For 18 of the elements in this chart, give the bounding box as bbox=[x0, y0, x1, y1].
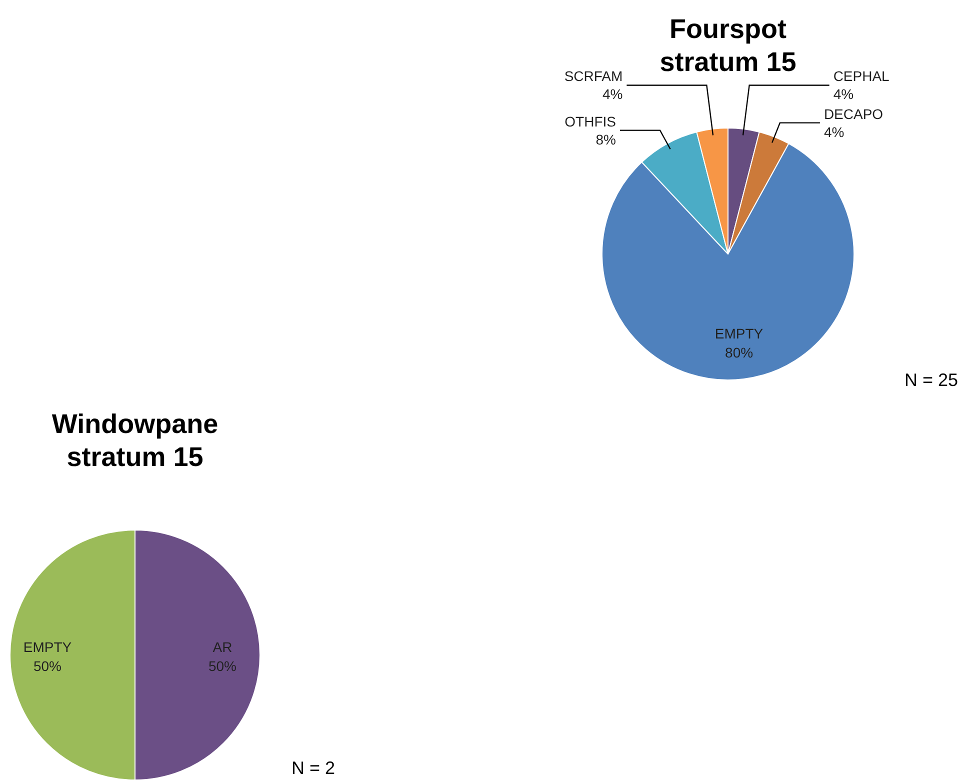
data-label: 4% bbox=[602, 86, 623, 102]
chart-title: Fourspot stratum 15 bbox=[660, 14, 796, 77]
data-label: 50% bbox=[208, 658, 237, 674]
slice-label: EMPTY bbox=[23, 639, 72, 655]
slice-label: OTHFIS bbox=[564, 113, 616, 130]
slice-label: DECAPO bbox=[824, 106, 884, 122]
slice-label: SCRFAM bbox=[564, 68, 623, 84]
text: N = 25 bbox=[904, 370, 958, 390]
slice-label: AR bbox=[212, 639, 232, 655]
data-label: 80% bbox=[725, 344, 754, 361]
data-label: 4% bbox=[824, 124, 844, 140]
data-label: 4% bbox=[833, 86, 854, 102]
chart-title: Windowpane stratum 15 bbox=[52, 409, 218, 472]
slice-label: EMPTY bbox=[714, 326, 764, 342]
text: N = 2 bbox=[291, 758, 335, 778]
data-label: 8% bbox=[596, 131, 616, 148]
data-label: 50% bbox=[33, 658, 62, 674]
slice-label: CEPHAL bbox=[833, 68, 890, 84]
